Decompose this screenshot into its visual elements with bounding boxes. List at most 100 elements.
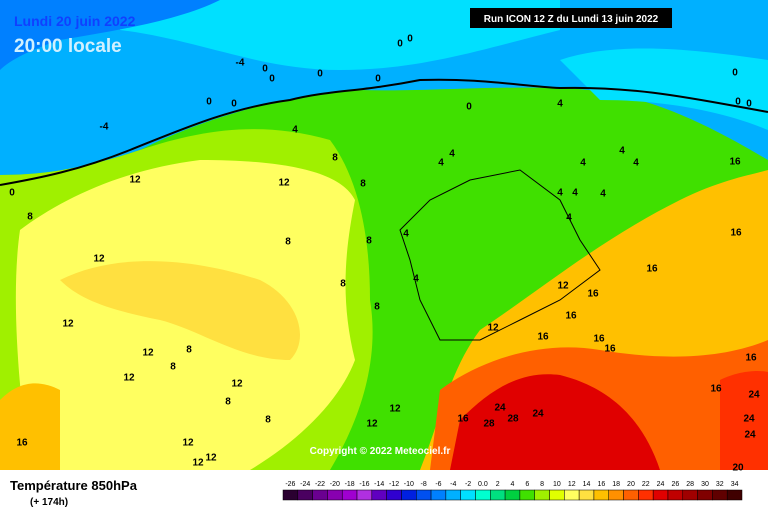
contour-label: 16	[646, 264, 658, 275]
scale-label: -24	[300, 481, 310, 488]
cold-region-east	[560, 48, 768, 130]
contour-label: 4	[292, 125, 298, 136]
contour-label: 24	[748, 390, 760, 401]
scale-swatch	[578, 489, 595, 501]
scale-swatch	[371, 489, 387, 501]
scale-label: -18	[345, 481, 355, 488]
contour-label: 4	[619, 146, 625, 157]
scale-label: -6	[435, 481, 441, 488]
copyright: Copyright © 2022 Meteociel.fr	[310, 446, 451, 457]
contour-label: 0	[9, 188, 15, 199]
scale-label: 12	[568, 481, 576, 488]
scale-swatch	[608, 489, 624, 501]
scale-swatch	[549, 489, 565, 501]
scale-swatch	[430, 489, 447, 501]
contour-label: 12	[557, 281, 569, 292]
scale-swatch	[490, 489, 506, 501]
scale-swatch	[697, 489, 713, 501]
contour-label: 4	[566, 213, 572, 224]
scale-label: 10	[553, 481, 561, 488]
scale-swatch	[712, 489, 728, 501]
scale-label: -22	[315, 481, 325, 488]
scale-label: 6	[525, 481, 529, 488]
contour-label: 4	[572, 188, 578, 199]
contour-label: 16	[457, 414, 469, 425]
scale-label: -2	[465, 481, 471, 488]
contour-label: 16	[730, 228, 742, 239]
scale-label: 24	[657, 481, 665, 488]
scale-label: 22	[642, 481, 650, 488]
warm-region-sw	[0, 383, 60, 470]
scale-label: 14	[583, 481, 591, 488]
scale-swatch	[534, 489, 550, 501]
scale-label: 32	[716, 481, 724, 488]
contour-label: 0	[397, 39, 403, 50]
warm-region-core	[60, 261, 300, 360]
contour-label: 12	[366, 419, 378, 430]
date: Lundi 20 juin 2022	[14, 13, 136, 29]
variable-title: Température 850hPa	[10, 478, 138, 493]
scale-swatch	[667, 489, 684, 501]
contour-label: 0	[231, 99, 237, 110]
contour-label: 16	[16, 438, 28, 449]
scale-swatch	[623, 489, 639, 501]
contour-label: 12	[62, 319, 74, 330]
contour-label: 12	[278, 178, 290, 189]
contour-label: 8	[360, 179, 366, 190]
contour-label: -4	[100, 122, 109, 133]
contour-label: 8	[265, 415, 271, 426]
scale-label: 2	[496, 481, 500, 488]
contour-label: 0	[407, 34, 413, 45]
very-cold-region	[0, 0, 220, 70]
run-info: Run ICON 12 Z du Lundi 13 juin 2022	[484, 14, 659, 25]
scale-swatch	[416, 489, 432, 501]
contour-label: 0	[466, 102, 472, 113]
scale-label: 26	[671, 481, 679, 488]
scale-label: 8	[540, 481, 544, 488]
scale-label: 0.0	[478, 481, 488, 488]
scale-swatch	[504, 489, 521, 501]
contour-label: 4	[557, 188, 563, 199]
scale-swatch	[564, 489, 580, 501]
scale-label: 16	[597, 481, 605, 488]
coastline	[0, 78, 768, 186]
scale-swatch	[460, 489, 476, 501]
scale-label: 4	[511, 481, 515, 488]
contour-label: 12	[123, 373, 135, 384]
contour-label: 4	[449, 149, 455, 160]
contour-label: 0	[732, 68, 738, 79]
contour-label: 20	[732, 463, 744, 474]
contour-label: 0	[206, 97, 212, 108]
scale-swatch	[682, 489, 698, 501]
contour-label: 28	[483, 419, 495, 430]
contour-label: 16	[587, 289, 599, 300]
scale-swatch	[652, 489, 669, 501]
forecast-lead: (+ 174h)	[30, 497, 68, 508]
contour-label: 0	[269, 74, 275, 85]
contour-label: 0	[317, 69, 323, 80]
contour-label: 4	[413, 274, 419, 285]
scale-label: 30	[701, 481, 709, 488]
contour-label: 8	[332, 153, 338, 164]
scale-label: 18	[612, 481, 620, 488]
contour-label: 16	[729, 157, 741, 168]
scale-label: -12	[389, 481, 399, 488]
contour-label: 8	[225, 397, 231, 408]
contour-label: 12	[231, 379, 243, 390]
contour-label: 16	[593, 334, 605, 345]
contour-label: 16	[537, 332, 549, 343]
contour-label: 28	[507, 414, 519, 425]
contour-label: 12	[192, 458, 204, 469]
scale-swatch	[282, 489, 299, 501]
contour-label: 16	[565, 311, 577, 322]
very-hot-region	[450, 374, 660, 470]
scale-swatch	[519, 489, 535, 501]
contour-label: 12	[142, 348, 154, 359]
run-box	[470, 8, 672, 28]
contour-label: 0	[375, 74, 381, 85]
contour-label: 12	[389, 404, 401, 415]
very-hot-region-east	[720, 370, 768, 470]
contour-label: 16	[604, 344, 616, 355]
contour-label: 4	[633, 158, 639, 169]
